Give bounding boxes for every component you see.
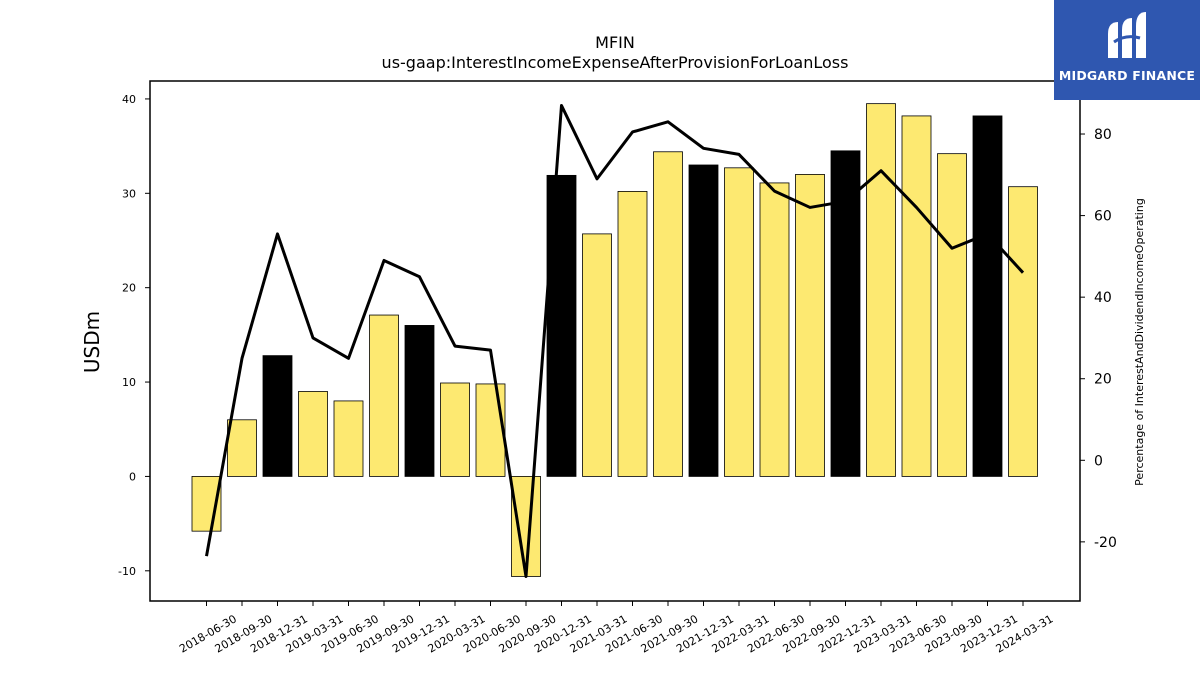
bar xyxy=(369,314,399,477)
bar xyxy=(617,191,648,477)
bar xyxy=(582,233,612,477)
y2-tick-label: -20 xyxy=(1094,535,1117,551)
y-axis-label: USDm xyxy=(80,311,104,373)
bar xyxy=(440,382,470,477)
y-tick-label: 10 xyxy=(122,376,136,389)
bar xyxy=(795,174,825,477)
y-tick-label: 20 xyxy=(122,282,136,295)
bar xyxy=(937,153,967,477)
y-tick-label: 0 xyxy=(129,470,136,483)
plot-frame xyxy=(149,80,1081,602)
bar xyxy=(227,419,257,477)
bar xyxy=(298,391,328,477)
logo-mark-icon xyxy=(1108,12,1146,58)
bar xyxy=(262,355,293,477)
bar xyxy=(830,150,861,477)
bar xyxy=(866,103,896,477)
bar xyxy=(475,383,506,477)
y-tick-label: 30 xyxy=(122,187,136,200)
logo-text: MIDGARD FINANCE xyxy=(1058,68,1196,83)
bar xyxy=(972,115,1003,477)
bar xyxy=(333,400,364,477)
y2-tick-label: 60 xyxy=(1094,209,1112,225)
bar xyxy=(688,164,719,477)
line-series xyxy=(205,103,1025,579)
bar xyxy=(1008,186,1038,477)
y2-tick-label: 0 xyxy=(1094,453,1103,469)
y2-tick-label: 20 xyxy=(1094,372,1112,388)
bar xyxy=(901,115,932,477)
bar xyxy=(653,151,683,477)
chart-subtitle: us-gaap:InterestIncomeExpenseAfterProvis… xyxy=(382,53,849,72)
line-layer xyxy=(205,103,1025,579)
brand-logo: MIDGARD FINANCE xyxy=(1054,0,1200,100)
bar xyxy=(759,182,790,477)
bar xyxy=(724,167,754,477)
bar xyxy=(404,325,435,477)
y-tick-label: 40 xyxy=(122,93,136,106)
y2-tick-label: 80 xyxy=(1094,127,1112,143)
y-tick-label: -10 xyxy=(118,565,136,578)
chart-title: MFIN xyxy=(595,33,635,52)
bars-layer xyxy=(191,103,1038,577)
y2-axis-label: Percentage of InterestAndDividendIncomeO… xyxy=(1133,198,1146,486)
y2-tick-label: 40 xyxy=(1094,290,1112,306)
